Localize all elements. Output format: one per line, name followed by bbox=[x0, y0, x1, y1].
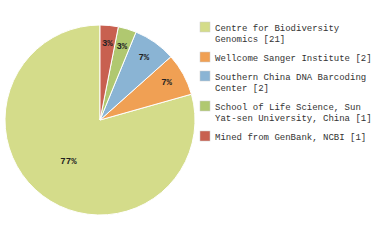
legend-label-line: Mined from GenBank, NCBI [1] bbox=[215, 133, 366, 143]
legend-label-line: Yat-sen University, China [1] bbox=[215, 114, 372, 124]
legend-swatch bbox=[200, 101, 210, 111]
chart-svg: 77% 7% 7% 3%3% Centre for BiodiversityGenomi… bbox=[0, 0, 380, 240]
legend-label-line: Centre for Biodiversity bbox=[215, 24, 340, 34]
legend-label: School of Life Science, SunYat-sen Unive… bbox=[215, 103, 372, 124]
legend-label: Southern China DNA BarcodingCenter [2] bbox=[215, 73, 366, 94]
data-label: 7% bbox=[161, 78, 172, 88]
legend-label: Wellcome Sanger Institute [2] bbox=[215, 54, 372, 64]
data-label: 3% bbox=[116, 42, 127, 52]
pie-wedge bbox=[100, 25, 118, 120]
legend-label: Mined from GenBank, NCBI [1] bbox=[215, 133, 366, 143]
legend-label-line: Wellcome Sanger Institute [2] bbox=[215, 54, 372, 64]
legend-label-line: Center [2] bbox=[215, 84, 269, 94]
legend: Centre for BiodiversityGenomics [21] Well… bbox=[200, 22, 372, 143]
chart-container: 77% 7% 7% 3%3% Centre for BiodiversityGenomi… bbox=[0, 0, 380, 240]
data-label: 3% bbox=[102, 39, 113, 49]
pie-wedges bbox=[5, 25, 195, 215]
legend-swatch bbox=[200, 22, 210, 32]
pie-labels: 77% 7% 7% 3%3% bbox=[60, 39, 172, 166]
legend-swatch bbox=[200, 52, 210, 62]
legend-label-line: School of Life Science, Sun bbox=[215, 103, 361, 113]
pie-wedge bbox=[5, 25, 195, 215]
data-label: 7% bbox=[138, 53, 149, 63]
legend-label-line: Southern China DNA Barcoding bbox=[215, 73, 366, 83]
legend-label: Centre for BiodiversityGenomics [21] bbox=[215, 24, 340, 45]
data-label: 77% bbox=[60, 157, 77, 167]
legend-swatch bbox=[200, 131, 210, 141]
legend-swatch bbox=[200, 71, 210, 81]
legend-label-line: Genomics [21] bbox=[215, 35, 285, 45]
